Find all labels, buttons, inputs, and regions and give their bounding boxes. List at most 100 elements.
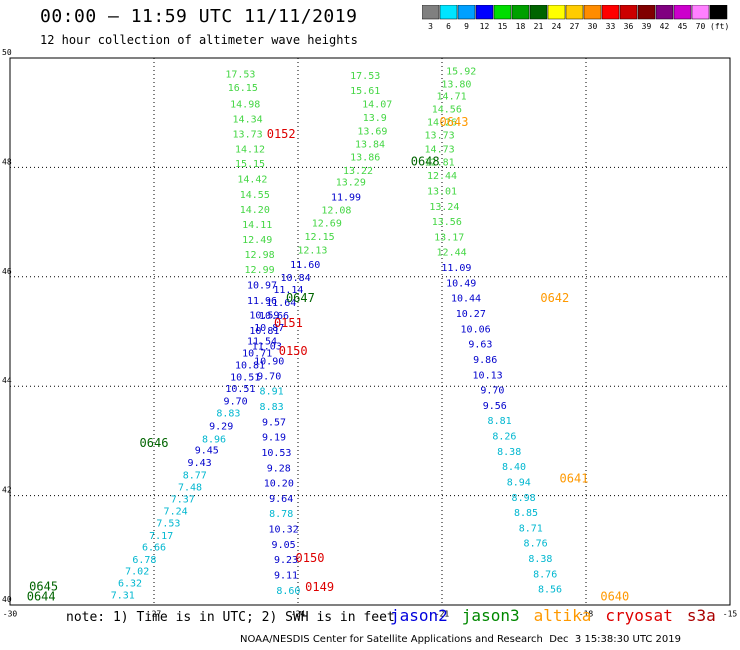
credit-line: NOAA/NESDIS Center for Satellite Applica…: [240, 634, 682, 645]
swh-value-label: 13.84: [355, 139, 385, 150]
swh-value-label: 13.73: [425, 131, 455, 142]
swh-value-label: 8.83: [260, 402, 284, 413]
colorbar-swatch: [493, 5, 512, 20]
swh-value-label: 9.70: [480, 386, 504, 397]
swh-value-label: 15.61: [350, 86, 380, 97]
colorbar-swatch: [601, 5, 620, 20]
swh-value-label: 10.49: [446, 278, 476, 289]
swh-value-label: 12.44: [427, 171, 457, 182]
colorbar-label: 9: [464, 22, 469, 31]
swh-value-label: 9.43: [188, 458, 212, 469]
swh-value-label: 7.17: [149, 531, 173, 542]
colorbar-label: 33: [605, 22, 616, 31]
swh-value-label: 13.9: [363, 113, 387, 124]
x-tick-label: -27: [147, 610, 162, 619]
swh-value-label: 11.60: [290, 260, 320, 271]
swh-value-label: 7.31: [111, 591, 135, 602]
swh-value-label: 10.87: [254, 323, 284, 334]
colorbar-label: 21: [533, 22, 544, 31]
y-tick-label: 46: [2, 267, 12, 276]
swh-value-label: 11.99: [331, 192, 361, 203]
swh-value-label: 14.34: [233, 114, 263, 125]
legend: jason2 jason3 altika cryosat s3a: [390, 606, 730, 625]
legend-item: s3a: [686, 606, 716, 625]
swh-value-label: 9.45: [195, 446, 219, 457]
grid-lines: [10, 58, 730, 605]
swh-value-label: 14.12: [235, 144, 265, 155]
swh-value-label: 9.64: [269, 494, 293, 505]
swh-value-label: 10.20: [264, 479, 294, 490]
swh-value-label: 9.23: [274, 555, 298, 566]
y-tick-label: 50: [2, 48, 12, 57]
pass-id-label: 0150: [279, 344, 308, 358]
axis-tick-labels: -30 -27 -24 -21 -18 -15 40 42 44 46 48 50: [2, 48, 737, 619]
swh-value-label: 13.17: [434, 232, 464, 243]
swh-value-label: 12.44: [437, 248, 467, 259]
colorbar-label: 27: [569, 22, 580, 31]
x-tick-label: -21: [435, 610, 450, 619]
swh-value-label: 6.66: [142, 543, 166, 554]
swh-value-label: 11.14: [273, 285, 303, 296]
x-tick-label: -18: [579, 610, 594, 619]
swh-value-label: 9.28: [267, 463, 291, 474]
colorbar-label: 6: [446, 22, 451, 31]
swh-value-label: 13.86: [350, 153, 380, 164]
colorbar-swatch: [511, 5, 530, 20]
swh-value-label: 12.08: [321, 206, 351, 217]
swh-value-label: 9.19: [262, 433, 286, 444]
colorbar-swatch: [422, 5, 440, 20]
swh-value-label: 13.24: [429, 202, 459, 213]
pass-id-labels: 0152 0643 0648 0647 0642 0151 0150 0646 0641 0150…: [27, 115, 630, 603]
wave-height-labels: 17.53 16.15 14.98 14.34 13.73 14.12 15.15 14.42…: [111, 67, 562, 602]
swh-value-label: 7.53: [156, 518, 180, 529]
swh-value-label: 10.53: [261, 448, 291, 459]
swh-value-label: 10.51: [230, 372, 260, 383]
colorbar-swatch: [439, 5, 458, 20]
colorbar-label: 24: [551, 22, 562, 31]
pass-id-label: 0641: [560, 472, 589, 486]
swh-value-label: 13.22: [343, 166, 373, 177]
swh-value-label: 14.98: [230, 99, 260, 110]
swh-value-label: 11.09: [441, 263, 471, 274]
swh-value-label: 8.26: [492, 432, 516, 443]
swh-value-label: 8.96: [202, 434, 226, 445]
colorbar-swatch: [547, 5, 566, 20]
colorbar-swatch: [709, 5, 728, 20]
swh-value-label: 8.76: [533, 569, 557, 580]
legend-item: altika: [533, 606, 592, 625]
swh-value-label: 10.06: [461, 324, 491, 335]
swh-value-label: 8.38: [497, 447, 521, 458]
colorbar-swatch: [673, 5, 692, 20]
swh-value-label: 13.73: [233, 130, 263, 141]
swh-value-label: 14.56: [432, 104, 462, 115]
swh-value-label: 14.11: [242, 220, 272, 231]
swh-value-label: 14.73: [425, 144, 455, 155]
colorbar-swatch: [583, 5, 602, 20]
swh-value-label: 17.53: [350, 71, 380, 82]
swh-value-label: 15.92: [446, 67, 476, 78]
swh-value-label: 9.70: [224, 397, 248, 408]
swh-value-label: 13.01: [427, 186, 457, 197]
pass-id-label: 0152: [267, 127, 296, 141]
colorbar-swatch: [619, 5, 638, 20]
colorbar-swatch: [691, 5, 710, 20]
swh-value-label: 8.76: [524, 539, 548, 550]
swh-value-label: 14.55: [240, 190, 270, 201]
swh-value-label: 14.26: [427, 118, 457, 129]
colorbar-label: 42: [659, 22, 670, 31]
colorbar-swatch: [637, 5, 656, 20]
swh-value-label: 10.71: [242, 348, 272, 359]
legend-item: jason3: [461, 606, 520, 625]
swh-value-label: 13.80: [441, 79, 471, 90]
swh-value-label: 8.81: [488, 416, 512, 427]
swh-value-label: 8.77: [183, 470, 207, 481]
swh-value-label: 17.53: [225, 69, 255, 80]
x-tick-label: -24: [291, 610, 306, 619]
swh-value-label: 14.42: [237, 174, 267, 185]
swh-value-label: 10.84: [281, 273, 311, 284]
swh-value-label: 13.29: [336, 178, 366, 189]
swh-value-label: 11.96: [247, 296, 277, 307]
swh-value-label: 12.49: [242, 235, 272, 246]
colorbar-swatch: [457, 5, 476, 20]
